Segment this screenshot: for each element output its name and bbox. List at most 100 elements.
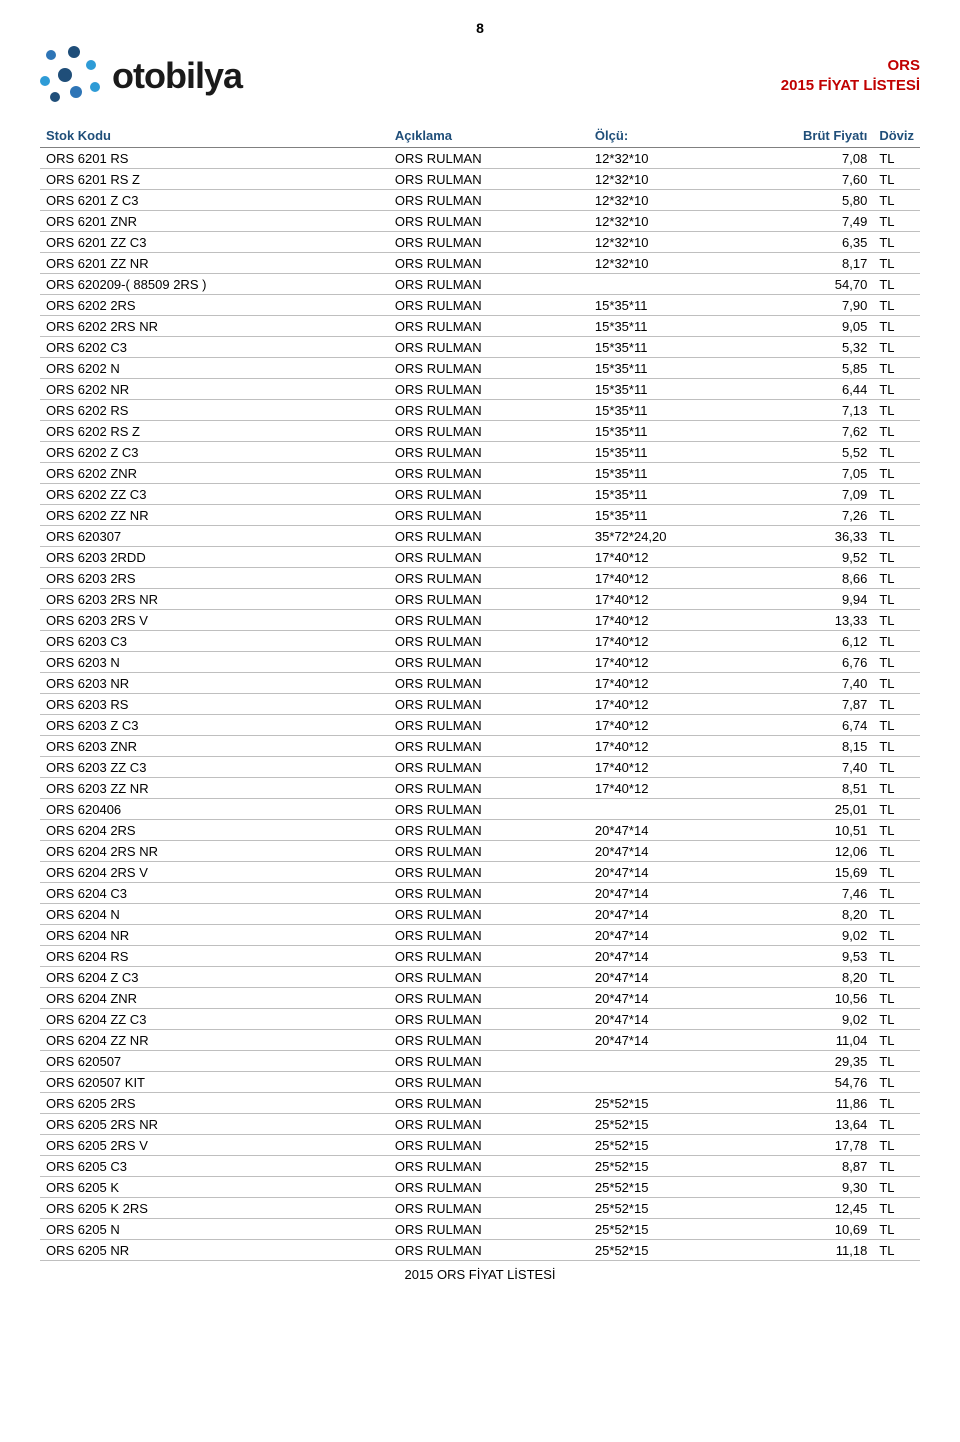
table-cell: 13,64 <box>719 1114 873 1135</box>
table-cell: 54,76 <box>719 1072 873 1093</box>
table-row: ORS 6202 NORS RULMAN15*35*115,85TL <box>40 358 920 379</box>
table-cell: ORS 6203 ZZ C3 <box>40 757 389 778</box>
table-cell: 8,87 <box>719 1156 873 1177</box>
table-cell: 17*40*12 <box>589 778 719 799</box>
table-row: ORS 6201 ZZ NRORS RULMAN12*32*108,17TL <box>40 253 920 274</box>
table-cell: 5,32 <box>719 337 873 358</box>
table-cell: TL <box>873 442 920 463</box>
table-cell: ORS RULMAN <box>389 967 589 988</box>
table-cell: 17*40*12 <box>589 631 719 652</box>
table-cell: 15*35*11 <box>589 379 719 400</box>
table-cell: 7,87 <box>719 694 873 715</box>
table-cell: 6,35 <box>719 232 873 253</box>
table-cell: TL <box>873 1240 920 1261</box>
table-row: ORS 6205 C3ORS RULMAN25*52*158,87TL <box>40 1156 920 1177</box>
table-cell: 6,12 <box>719 631 873 652</box>
table-row: ORS 6202 RS ZORS RULMAN15*35*117,62TL <box>40 421 920 442</box>
table-row: ORS 620507ORS RULMAN29,35TL <box>40 1051 920 1072</box>
table-cell: ORS RULMAN <box>389 295 589 316</box>
table-cell: TL <box>873 505 920 526</box>
table-row: ORS 6203 Z C3ORS RULMAN17*40*126,74TL <box>40 715 920 736</box>
table-cell: ORS RULMAN <box>389 274 589 295</box>
table-cell: 15*35*11 <box>589 442 719 463</box>
table-cell: 25*52*15 <box>589 1135 719 1156</box>
table-cell <box>589 799 719 820</box>
table-cell: ORS RULMAN <box>389 568 589 589</box>
table-cell: ORS 6205 C3 <box>40 1156 389 1177</box>
table-cell: ORS RULMAN <box>389 253 589 274</box>
table-cell: 12,45 <box>719 1198 873 1219</box>
table-row: ORS 620209-( 88509 2RS )ORS RULMAN54,70T… <box>40 274 920 295</box>
table-cell: 17*40*12 <box>589 610 719 631</box>
table-cell: ORS 6203 2RS NR <box>40 589 389 610</box>
table-cell: 20*47*14 <box>589 988 719 1009</box>
table-cell: 12*32*10 <box>589 211 719 232</box>
table-cell: 17*40*12 <box>589 694 719 715</box>
table-cell: ORS 620507 <box>40 1051 389 1072</box>
table-cell: TL <box>873 274 920 295</box>
table-cell: 25*52*15 <box>589 1177 719 1198</box>
table-cell: 12*32*10 <box>589 232 719 253</box>
table-row: ORS 6202 ZZ C3ORS RULMAN15*35*117,09TL <box>40 484 920 505</box>
table-row: ORS 6203 2RDDORS RULMAN17*40*129,52TL <box>40 547 920 568</box>
table-cell: TL <box>873 904 920 925</box>
table-row: ORS 620406ORS RULMAN25,01TL <box>40 799 920 820</box>
table-cell: 20*47*14 <box>589 925 719 946</box>
table-cell: ORS 6203 2RS V <box>40 610 389 631</box>
table-cell: TL <box>873 1135 920 1156</box>
table-cell: ORS 6201 Z C3 <box>40 190 389 211</box>
table-cell: TL <box>873 358 920 379</box>
table-cell: TL <box>873 652 920 673</box>
table-cell: 9,53 <box>719 946 873 967</box>
col-olcu: Ölçü: <box>589 124 719 148</box>
table-cell: 5,80 <box>719 190 873 211</box>
table-cell: ORS RULMAN <box>389 547 589 568</box>
table-cell: ORS 6204 ZNR <box>40 988 389 1009</box>
table-cell: ORS RULMAN <box>389 1072 589 1093</box>
table-cell: ORS 6201 RS Z <box>40 169 389 190</box>
table-cell: ORS 6204 2RS NR <box>40 841 389 862</box>
table-footer: 2015 ORS FİYAT LİSTESİ <box>40 1261 920 1283</box>
table-row: ORS 6204 NORS RULMAN20*47*148,20TL <box>40 904 920 925</box>
table-cell: ORS 6201 ZZ NR <box>40 253 389 274</box>
table-cell: 25*52*15 <box>589 1156 719 1177</box>
table-cell: 25*52*15 <box>589 1198 719 1219</box>
table-cell: 7,40 <box>719 673 873 694</box>
col-stok: Stok Kodu <box>40 124 389 148</box>
table-cell: TL <box>873 946 920 967</box>
table-cell: 6,74 <box>719 715 873 736</box>
doc-title: ORS 2015 FİYAT LİSTESİ <box>781 56 920 97</box>
table-cell: ORS RULMAN <box>389 1009 589 1030</box>
table-row: ORS 6202 2RS NRORS RULMAN15*35*119,05TL <box>40 316 920 337</box>
table-cell <box>589 1051 719 1072</box>
table-cell: ORS 6205 K 2RS <box>40 1198 389 1219</box>
table-cell: 17*40*12 <box>589 568 719 589</box>
table-cell: ORS 6203 NR <box>40 673 389 694</box>
table-cell: 15*35*11 <box>589 505 719 526</box>
table-cell: 9,02 <box>719 925 873 946</box>
table-cell: 7,90 <box>719 295 873 316</box>
table-cell: ORS 6202 ZNR <box>40 463 389 484</box>
table-cell: ORS 6203 C3 <box>40 631 389 652</box>
table-cell: ORS 6202 ZZ C3 <box>40 484 389 505</box>
table-cell: ORS 6205 N <box>40 1219 389 1240</box>
table-cell: TL <box>873 715 920 736</box>
table-cell: ORS 6204 C3 <box>40 883 389 904</box>
col-fiyat: Brüt Fiyatı <box>719 124 873 148</box>
logo-dot <box>68 46 80 58</box>
table-cell: ORS RULMAN <box>389 211 589 232</box>
table-cell: ORS 6204 ZZ NR <box>40 1030 389 1051</box>
table-cell: ORS RULMAN <box>389 652 589 673</box>
table-cell: 8,51 <box>719 778 873 799</box>
table-cell: 36,33 <box>719 526 873 547</box>
table-cell: TL <box>873 967 920 988</box>
table-cell: TL <box>873 673 920 694</box>
table-cell: 15*35*11 <box>589 337 719 358</box>
table-cell: 12,06 <box>719 841 873 862</box>
table-cell: 13,33 <box>719 610 873 631</box>
table-cell: 15*35*11 <box>589 463 719 484</box>
table-cell: TL <box>873 862 920 883</box>
table-cell: 5,52 <box>719 442 873 463</box>
table-cell: 9,05 <box>719 316 873 337</box>
table-cell: ORS RULMAN <box>389 1198 589 1219</box>
